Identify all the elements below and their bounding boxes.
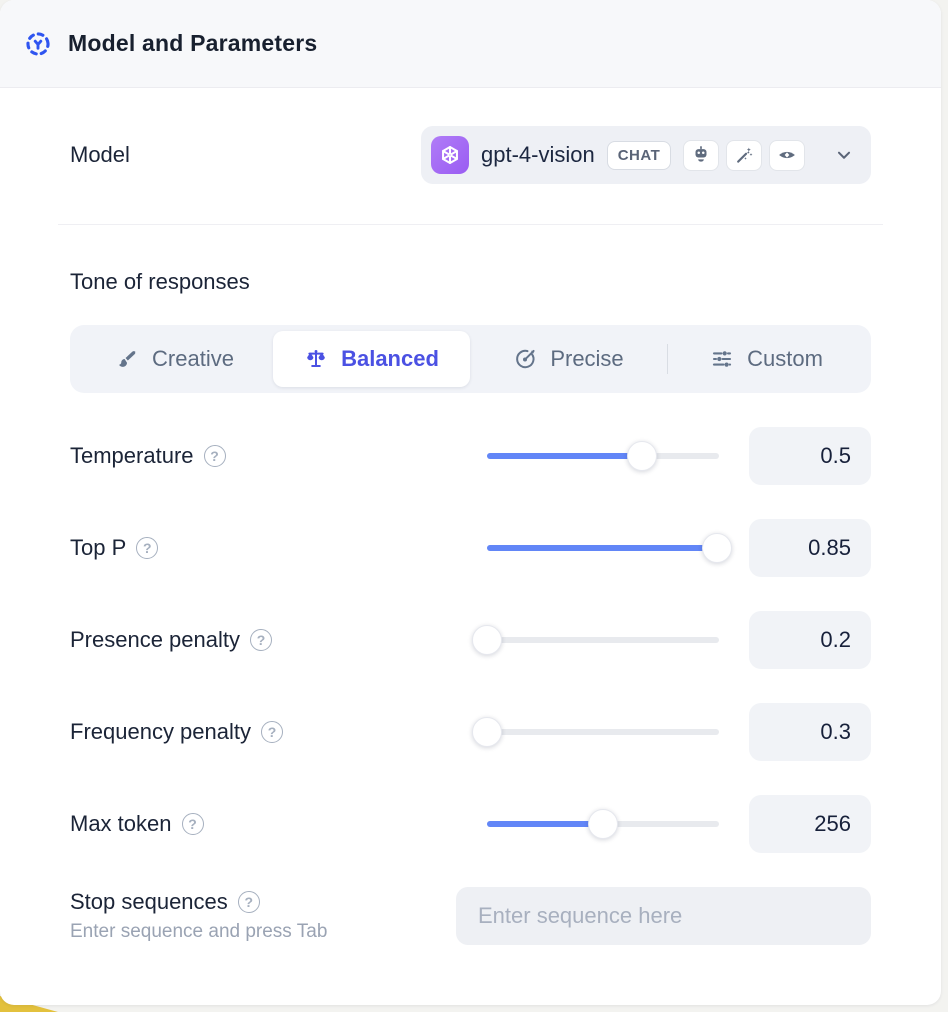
tone-heading: Tone of responses bbox=[70, 269, 250, 294]
presence-penalty-value[interactable]: 0.2 bbox=[749, 611, 871, 669]
top-p-label-wrap: Top P ? bbox=[70, 535, 457, 561]
tone-options-divider bbox=[667, 344, 668, 374]
help-icon[interactable]: ? bbox=[261, 721, 283, 743]
max-token-slider[interactable] bbox=[487, 809, 719, 839]
frequency-penalty-label-wrap: Frequency penalty ? bbox=[70, 719, 457, 745]
temperature-label-wrap: Temperature ? bbox=[70, 443, 457, 469]
slider-thumb[interactable] bbox=[627, 441, 658, 471]
frequency-penalty-label: Frequency penalty bbox=[70, 719, 251, 744]
tone-option-label: Precise bbox=[550, 346, 624, 371]
slider-fill bbox=[487, 453, 643, 459]
slider-track bbox=[487, 637, 719, 643]
chevron-down-icon bbox=[833, 144, 855, 166]
magic-wand-icon bbox=[726, 139, 763, 171]
tone-option-label: Balanced bbox=[341, 346, 439, 371]
stop-sequences-row: Stop sequences ? Enter sequence and pres… bbox=[70, 887, 871, 945]
stop-sequences-label: Stop sequences bbox=[70, 889, 228, 914]
slider-thumb[interactable] bbox=[588, 809, 618, 839]
tone-segmented-control: Creative Balanced bbox=[70, 325, 871, 393]
sliders-icon bbox=[710, 347, 734, 371]
max-token-value[interactable]: 256 bbox=[749, 795, 871, 853]
model-row: Model gpt-4-vision CHAT bbox=[70, 126, 871, 184]
tone-option-precise[interactable]: Precise bbox=[470, 331, 667, 387]
top-p-label: Top P bbox=[70, 535, 127, 560]
tone-option-label: Custom bbox=[747, 346, 823, 371]
slider-thumb[interactable] bbox=[701, 533, 732, 563]
vision-eye-icon bbox=[769, 139, 806, 171]
frequency-penalty-value[interactable]: 0.3 bbox=[749, 703, 871, 761]
tone-option-creative[interactable]: Creative bbox=[76, 331, 273, 387]
top-p-row: Top P ? 0.85 bbox=[70, 519, 871, 577]
help-icon[interactable]: ? bbox=[181, 813, 204, 835]
robot-icon bbox=[683, 139, 720, 171]
help-icon[interactable]: ? bbox=[203, 445, 226, 467]
help-icon[interactable]: ? bbox=[136, 537, 159, 559]
section-divider bbox=[58, 224, 883, 225]
frequency-penalty-slider[interactable] bbox=[472, 717, 719, 747]
max-token-label-wrap: Max token ? bbox=[70, 811, 457, 837]
model-select-dropdown[interactable]: gpt-4-vision CHAT bbox=[421, 126, 871, 184]
slider-fill bbox=[487, 545, 717, 551]
model-parameters-icon bbox=[24, 30, 52, 58]
stop-sequences-labels: Stop sequences ? Enter sequence and pres… bbox=[70, 889, 327, 943]
stop-sequence-input[interactable] bbox=[456, 887, 871, 945]
selected-model-name: gpt-4-vision bbox=[481, 142, 595, 167]
presence-penalty-row: Presence penalty ? 0.2 bbox=[70, 611, 871, 669]
tone-option-label: Creative bbox=[152, 346, 234, 371]
presence-penalty-label: Presence penalty bbox=[70, 627, 240, 652]
temperature-slider[interactable] bbox=[487, 441, 719, 471]
openai-logo-icon bbox=[431, 136, 469, 174]
tone-option-custom[interactable]: Custom bbox=[668, 331, 865, 387]
balance-scale-icon bbox=[304, 347, 328, 371]
panel-header: Model and Parameters bbox=[0, 0, 941, 88]
slider-track bbox=[487, 729, 719, 735]
slider-thumb[interactable] bbox=[472, 625, 502, 655]
presence-penalty-label-wrap: Presence penalty ? bbox=[70, 627, 457, 653]
max-token-label: Max token bbox=[70, 811, 172, 836]
top-p-slider[interactable] bbox=[487, 533, 732, 563]
help-icon[interactable]: ? bbox=[250, 629, 272, 651]
paintbrush-icon bbox=[115, 347, 139, 371]
tone-option-balanced[interactable]: Balanced bbox=[273, 331, 470, 387]
stop-sequences-hint: Enter sequence and press Tab bbox=[70, 921, 328, 942]
presence-penalty-slider[interactable] bbox=[472, 625, 719, 655]
max-token-row: Max token ? 256 bbox=[70, 795, 871, 853]
target-arrow-icon bbox=[513, 347, 537, 371]
slider-thumb[interactable] bbox=[472, 717, 502, 747]
model-label: Model bbox=[70, 142, 130, 167]
frequency-penalty-row: Frequency penalty ? 0.3 bbox=[70, 703, 871, 761]
panel-body: Model gpt-4-vision CHAT bbox=[0, 88, 941, 945]
top-p-value[interactable]: 0.85 bbox=[749, 519, 871, 577]
temperature-row: Temperature ? 0.5 bbox=[70, 427, 871, 485]
temperature-value[interactable]: 0.5 bbox=[749, 427, 871, 485]
slider-fill bbox=[487, 821, 603, 827]
model-type-badge: CHAT bbox=[606, 140, 672, 170]
temperature-label: Temperature bbox=[70, 443, 194, 468]
help-icon[interactable]: ? bbox=[237, 891, 260, 913]
panel-title: Model and Parameters bbox=[68, 30, 318, 56]
